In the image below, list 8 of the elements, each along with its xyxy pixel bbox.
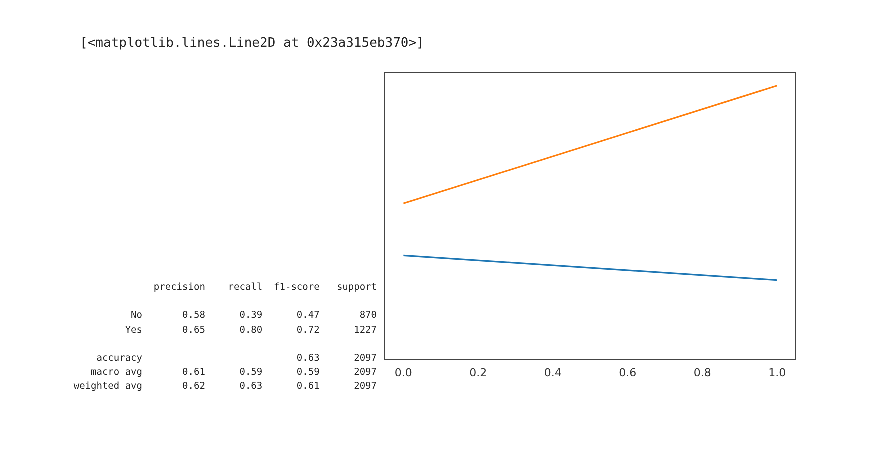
x-tick-label: 0.4 bbox=[544, 366, 562, 380]
text: [<matplotlib.lines.Line2D at 0x23a315eb370>] bbox=[80, 36, 424, 51]
x-tick-label: 0.2 bbox=[470, 366, 488, 380]
x-tick-label: 0.8 bbox=[694, 366, 712, 380]
x-tick-label: 0.0 bbox=[394, 366, 412, 380]
x-tick-label: 0.6 bbox=[619, 366, 637, 380]
x-tick-label: 1.0 bbox=[768, 366, 786, 380]
text: precision recall f1-score support No 0.58 0.39 0.47 870 Yes 0.65 0.80 0.72 1227 accuracy 0.63 2097 macro avg 0.61 0.59 0.59 2097 weighted avg 0.62 0.63 0.61 2097 bbox=[74, 282, 377, 392]
